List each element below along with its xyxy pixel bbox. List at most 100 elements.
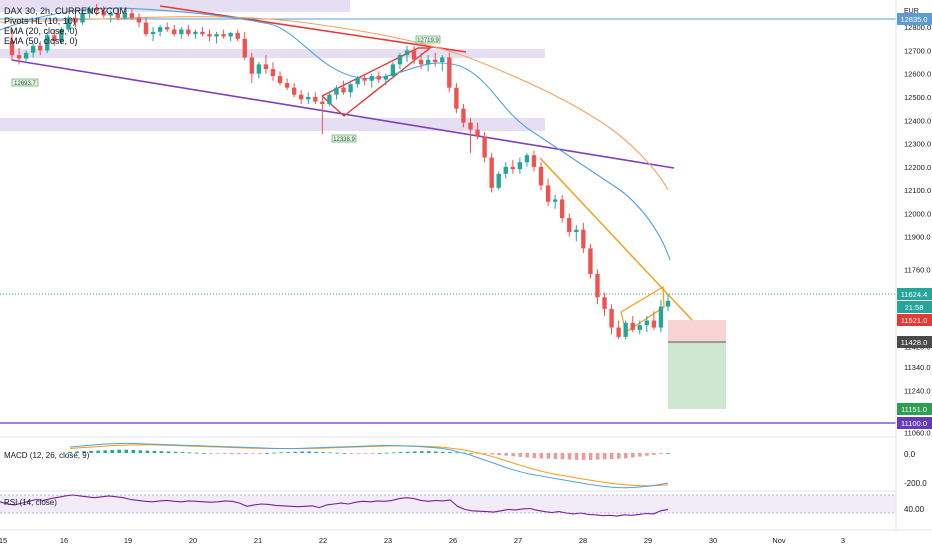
- macd-histogram-bar: [89, 450, 93, 453]
- rsi-tick: 40.00: [904, 505, 925, 514]
- svg-text:11151.0: 11151.0: [901, 405, 927, 414]
- price-tick-label: 11240.0: [904, 386, 931, 395]
- date-tick-label: 27: [514, 536, 522, 545]
- date-axis: 15 16 19 20 21 22 23 26 27 28 29 30 Nov 3: [0, 536, 845, 545]
- orange-trendline: [539, 157, 693, 321]
- date-tick-label: 23: [384, 536, 392, 545]
- macd-label: MACD (12, 26, close, 9): [4, 451, 90, 460]
- price-tick-label: 11340.0: [904, 363, 931, 372]
- candle: [38, 41, 43, 56]
- candle: [531, 150, 537, 172]
- candle: [214, 31, 219, 44]
- macd-histogram-bar: [265, 453, 269, 454]
- candle: [52, 29, 57, 46]
- macd-histogram-bar: [159, 451, 164, 453]
- macd-histogram-bar: [187, 452, 192, 454]
- candle: [517, 157, 523, 174]
- candle: [157, 24, 163, 37]
- candle: [66, 15, 71, 32]
- macd-histogram-bar: [251, 453, 255, 454]
- macd-histogram-bar: [588, 453, 593, 460]
- candle: [59, 27, 64, 44]
- date-tick-label: 19: [124, 536, 132, 545]
- macd-histogram-bar: [638, 453, 642, 457]
- candle: [172, 24, 177, 37]
- candle: [567, 213, 572, 237]
- candle: [475, 122, 480, 139]
- candle: [503, 162, 508, 179]
- svg-text:12719.9: 12719.9: [417, 38, 439, 44]
- price-tick-label: 12700.0: [904, 46, 931, 55]
- red-trendline: [159, 5, 467, 53]
- macd-histogram-bar: [117, 449, 122, 453]
- candle: [355, 76, 360, 88]
- date-tick-label: 15: [0, 536, 7, 545]
- macd-histogram-bar: [314, 451, 319, 453]
- macd-histogram-bar: [567, 453, 572, 460]
- badge-support: 11100.0: [897, 417, 932, 429]
- macd-histogram-bar: [145, 450, 150, 453]
- candle: [581, 222, 586, 254]
- symbol-title: DAX 30, 2h, CURRENCYCOM: [4, 6, 128, 16]
- macd-pane: [68, 442, 670, 489]
- candle: [609, 304, 614, 335]
- candle: [440, 55, 445, 72]
- macd-histogram-bar: [335, 452, 340, 454]
- candle: [390, 62, 396, 79]
- svg-text:21:58: 21:58: [905, 303, 924, 312]
- macd-histogram-bar: [342, 453, 347, 454]
- candle: [362, 73, 367, 86]
- macd-histogram-bar: [581, 453, 586, 460]
- macd-histogram-bar: [455, 452, 459, 454]
- macd-histogram-bar: [96, 450, 100, 453]
- macd-histogram-bar: [349, 453, 354, 454]
- price-tick-label: 12500.0: [904, 93, 931, 102]
- candle: [616, 320, 621, 340]
- macd-histogram-bar: [609, 453, 614, 459]
- candle: [263, 55, 269, 74]
- indicator-ema-50: EMA (50, close, 0): [4, 36, 78, 46]
- candle: [122, 10, 128, 21]
- svg-text:11521.0: 11521.0: [901, 316, 928, 325]
- macd-histogram-bar: [279, 452, 283, 454]
- date-tick-label: 22: [319, 536, 327, 545]
- rsi-label: RSI (14, close): [4, 498, 57, 507]
- candle: [348, 83, 353, 98]
- macd-histogram-bar: [363, 453, 368, 454]
- candle: [306, 92, 311, 104]
- candle: [637, 320, 642, 335]
- macd-histogram-bar: [166, 451, 171, 453]
- candle: [552, 194, 558, 209]
- macd-histogram-bar: [103, 450, 107, 453]
- candle: [23, 50, 29, 61]
- macd-histogram-bar: [244, 453, 248, 454]
- macd-histogram-bar: [384, 452, 389, 454]
- candle: [186, 24, 191, 37]
- macd-histogram-bar: [194, 452, 199, 454]
- candle: [658, 299, 664, 333]
- badge-countdown: 21:58: [897, 301, 932, 313]
- candle: [545, 178, 551, 207]
- candle: [136, 13, 142, 28]
- candle: [644, 315, 650, 333]
- candle: [482, 131, 487, 163]
- candle: [574, 225, 579, 242]
- candle: [270, 62, 276, 81]
- currency-label: EUR: [904, 8, 919, 15]
- macd-histogram-bar: [215, 453, 220, 454]
- macd-histogram-bar: [574, 453, 579, 460]
- candle: [630, 315, 635, 333]
- macd-histogram-bar: [110, 450, 115, 453]
- date-tick-label: 28: [579, 536, 587, 545]
- candle: [150, 27, 156, 42]
- price-tick-label: 12200.0: [904, 163, 931, 172]
- macd-histogram-bar: [258, 453, 262, 454]
- macd-histogram-bar: [173, 451, 178, 453]
- candle: [524, 152, 530, 167]
- macd-histogram-bar: [180, 452, 185, 453]
- macd-histogram-bar: [441, 451, 445, 453]
- price-tick-label: 12400.0: [904, 116, 931, 125]
- macd-histogram-bar: [82, 451, 86, 453]
- candle: [411, 45, 417, 65]
- macd-histogram-bar: [497, 453, 501, 456]
